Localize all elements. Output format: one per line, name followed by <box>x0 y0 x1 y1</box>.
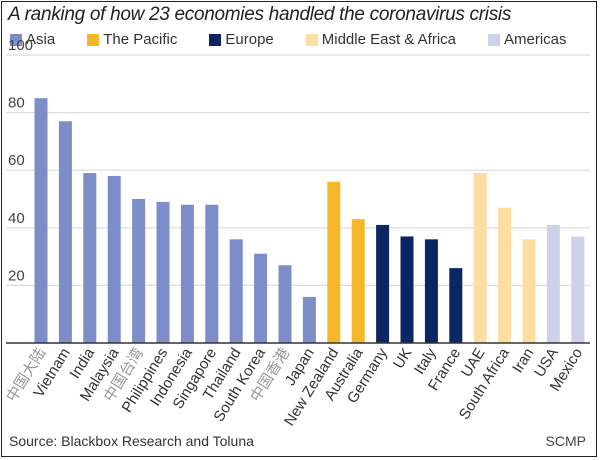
legend-item: Asia <box>10 31 55 48</box>
bar <box>205 204 219 343</box>
bar <box>34 98 48 343</box>
legend-swatch <box>305 33 318 46</box>
y-tick-label: 40 <box>8 210 25 227</box>
bar <box>424 239 438 343</box>
y-tick-label: 80 <box>8 95 25 112</box>
legend-swatch <box>488 33 500 46</box>
bar <box>156 201 170 343</box>
bar <box>302 296 316 343</box>
bar <box>351 219 365 343</box>
y-tick-label: 20 <box>8 267 25 284</box>
legend-item: Middle East & Africa <box>305 31 456 48</box>
bar <box>58 121 72 344</box>
y-tick-label: 100 <box>8 37 33 54</box>
chart-title: A ranking of how 23 economies handled th… <box>8 4 512 25</box>
bar <box>498 207 512 343</box>
bar <box>278 265 292 343</box>
bar <box>522 239 536 343</box>
bar <box>229 239 243 343</box>
bar <box>473 173 487 343</box>
y-tick-label: 60 <box>8 152 25 169</box>
bar <box>180 204 194 343</box>
legend-label: The Pacific <box>103 31 178 48</box>
legend-label: Americas <box>504 31 567 48</box>
bar <box>546 224 560 343</box>
bar <box>83 173 97 343</box>
bar <box>327 181 341 343</box>
bar <box>254 253 268 343</box>
legend-label: Middle East & Africa <box>321 31 456 48</box>
bar <box>400 236 414 343</box>
source-note: Source: Blackbox Research and Toluna <box>9 433 254 449</box>
legend-label: Europe <box>225 31 274 48</box>
legend-swatch <box>87 33 100 46</box>
bar <box>449 268 463 343</box>
bar <box>107 175 121 343</box>
legend-item: Americas <box>488 31 567 48</box>
bar <box>376 224 390 343</box>
bar <box>571 236 585 343</box>
brand-label: SCMP <box>545 433 586 449</box>
legend-item: The Pacific <box>87 31 177 48</box>
legend-label: Asia <box>26 31 56 48</box>
legend: Asia The Pacific Europe Middle East & Afric… <box>10 31 599 48</box>
legend-swatch <box>10 33 22 46</box>
legend-swatch <box>209 33 222 46</box>
bar <box>132 199 146 343</box>
legend-item: Europe <box>209 31 274 48</box>
